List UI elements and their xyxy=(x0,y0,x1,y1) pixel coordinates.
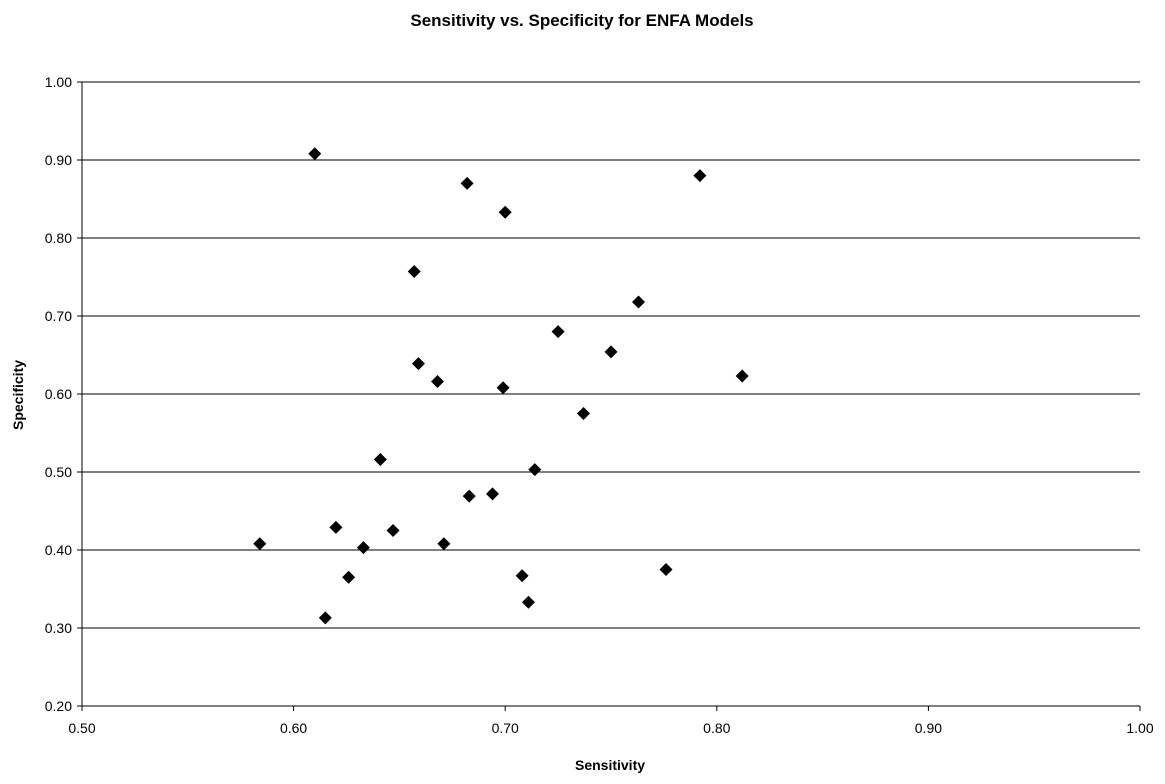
data-point xyxy=(373,453,387,467)
data-point xyxy=(515,569,529,583)
data-point xyxy=(498,205,512,219)
data-point xyxy=(386,524,400,537)
x-axis-tick-labels: 0.50 0.60 0.70 0.80 0.90 1.00 xyxy=(68,720,1153,736)
data-point xyxy=(551,325,565,339)
y-tick-label: 0.80 xyxy=(45,230,72,246)
y-tick-label: 0.60 xyxy=(45,386,72,402)
data-points xyxy=(253,147,749,625)
x-axis-title: Sensitivity xyxy=(575,757,645,773)
chart-title: Sensitivity vs. Specificity for ENFA Mod… xyxy=(410,11,753,30)
x-tick-label: 0.50 xyxy=(68,720,95,736)
y-tick-label: 0.20 xyxy=(45,698,72,714)
y-axis-title: Specificity xyxy=(10,360,26,430)
data-point xyxy=(356,541,370,555)
data-point xyxy=(342,570,356,584)
y-tick-label: 0.50 xyxy=(45,464,72,480)
x-tick-label: 0.60 xyxy=(280,720,307,736)
axes xyxy=(77,81,1141,711)
data-point xyxy=(604,345,618,359)
y-tick-label: 0.90 xyxy=(45,152,72,168)
data-point xyxy=(430,375,444,389)
data-point xyxy=(437,537,451,551)
data-point xyxy=(659,563,673,576)
data-point xyxy=(528,463,542,477)
data-point xyxy=(308,147,322,161)
data-point xyxy=(462,489,476,503)
y-tick-label: 0.70 xyxy=(45,308,72,324)
y-tick-label: 0.40 xyxy=(45,542,72,558)
x-tick-label: 0.70 xyxy=(492,720,519,736)
data-point xyxy=(318,611,332,625)
x-tick-label: 1.00 xyxy=(1126,720,1153,736)
data-point xyxy=(486,487,500,501)
y-tick-label: 1.00 xyxy=(45,74,72,90)
data-point xyxy=(411,357,425,371)
gridlines xyxy=(82,81,1140,629)
y-tick-label: 0.30 xyxy=(45,620,72,636)
data-point xyxy=(460,176,474,190)
data-point xyxy=(735,369,749,383)
data-point xyxy=(632,295,646,309)
data-point xyxy=(576,407,590,420)
data-point xyxy=(693,169,707,183)
data-point xyxy=(521,595,535,609)
data-point xyxy=(496,381,510,395)
data-point xyxy=(407,265,421,279)
y-axis-tick-labels: 0.20 0.30 0.40 0.50 0.60 0.70 0.80 0.90 1.00 xyxy=(45,74,72,714)
data-point xyxy=(253,537,267,551)
data-point xyxy=(329,520,343,534)
x-tick-label: 0.80 xyxy=(703,720,730,736)
x-tick-label: 0.90 xyxy=(915,720,942,736)
